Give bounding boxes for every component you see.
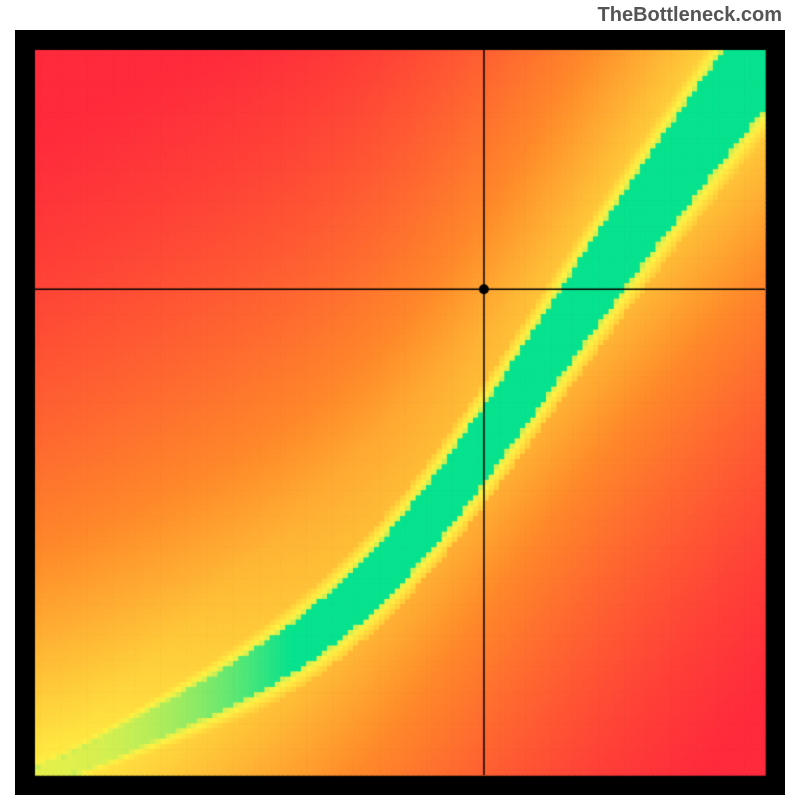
bottleneck-heatmap [15,30,785,795]
watermark-label: TheBottleneck.com [598,4,782,27]
